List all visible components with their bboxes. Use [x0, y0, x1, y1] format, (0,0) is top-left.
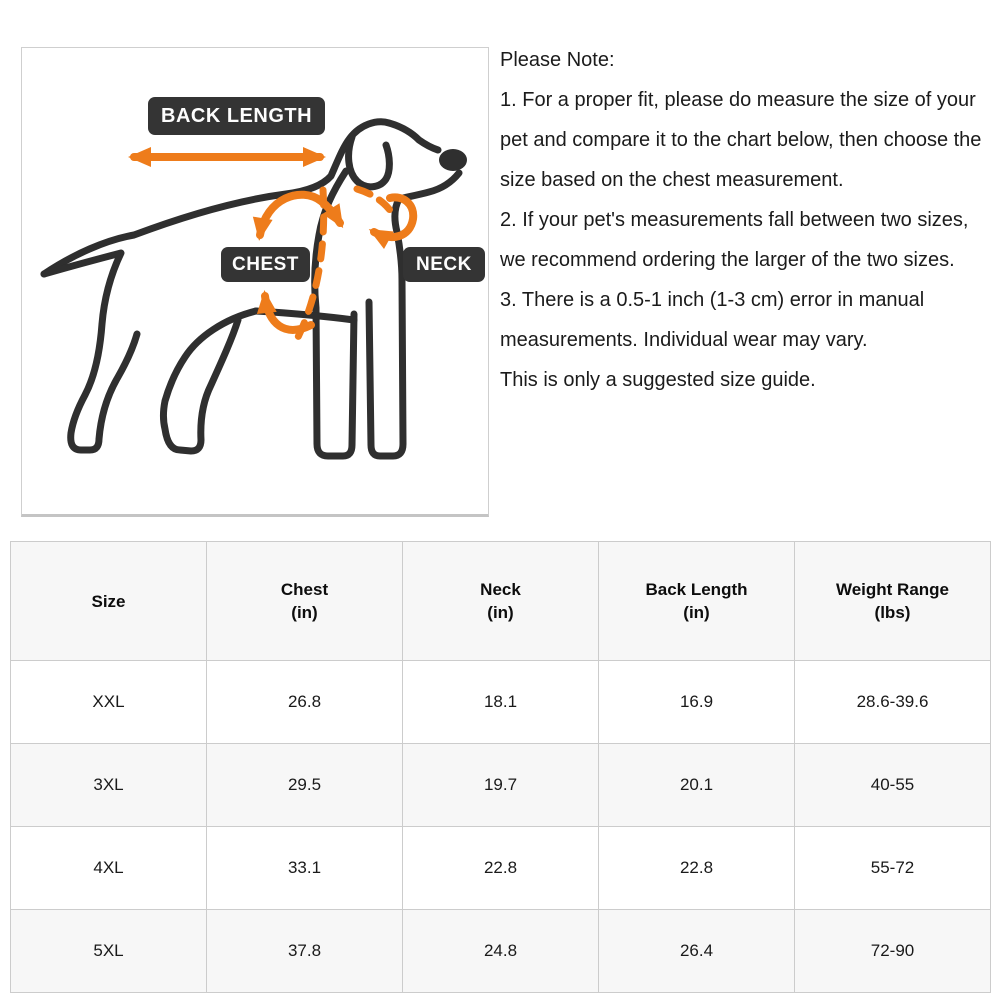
note-line: we recommend ordering the larger of the …: [500, 249, 955, 271]
cell-neck: 19.7: [402, 743, 599, 827]
size-chart-table: Size Chest (in) Neck (in) Back Length (in) …: [10, 541, 991, 993]
cell-neck: 18.1: [402, 660, 599, 744]
neck-loop-arrow: [368, 193, 418, 249]
column-header-neck: Neck (in): [402, 541, 599, 661]
chest-bottom-arrow: [256, 290, 315, 334]
chest-badge: CHEST: [221, 247, 310, 282]
cell-size: XXL: [10, 660, 207, 744]
cell-size: 4XL: [10, 826, 207, 910]
cell-weight: 72-90: [794, 909, 991, 993]
cell-back-length: 16.9: [598, 660, 795, 744]
table-row-3xl: 3XL 29.5 19.7 20.1 40-55: [10, 743, 991, 827]
back-length-badge: BACK LENGTH: [148, 97, 326, 135]
table-row-xxl: XXL 26.8 18.1 16.9 28.6-39.6: [10, 660, 991, 744]
cell-back-length: 20.1: [598, 743, 795, 827]
cell-back-length: 22.8: [598, 826, 795, 910]
table-row-5xl: 5XL 37.8 24.8 26.4 72-90: [10, 909, 991, 993]
column-header-chest: Chest (in): [206, 541, 403, 661]
neck-badge: NECK: [403, 247, 485, 282]
cell-chest: 26.8: [206, 660, 403, 744]
neck-dashed-line: [353, 185, 398, 220]
dog-illustration: [40, 118, 467, 460]
column-header-weight-range: Weight Range (lbs): [794, 541, 991, 661]
cell-size: 5XL: [10, 909, 207, 993]
table-row-4xl: 4XL 33.1 22.8 22.8 55-72: [10, 826, 991, 910]
measurement-marks: [128, 147, 418, 349]
note-title: Please Note:: [500, 49, 615, 71]
note-line: size based on the chest measurement.: [500, 169, 844, 191]
cell-weight: 28.6-39.6: [794, 660, 991, 744]
column-header-back-length: Back Length (in): [598, 541, 795, 661]
note-text: Please Note: 1. For a proper fit, please…: [500, 40, 995, 400]
cell-neck: 24.8: [402, 909, 599, 993]
note-line: measurements. Individual wear may vary.: [500, 329, 868, 351]
cell-weight: 40-55: [794, 743, 991, 827]
cell-back-length: 26.4: [598, 909, 795, 993]
table-header-row: Size Chest (in) Neck (in) Back Length (in) …: [10, 541, 991, 661]
cell-weight: 55-72: [794, 826, 991, 910]
measurement-diagram-panel: BACK LENGTH CHEST NECK: [21, 47, 489, 517]
cell-neck: 22.8: [402, 826, 599, 910]
note-line: 3. There is a 0.5-1 inch (1-3 cm) error …: [500, 289, 925, 311]
dog-nose: [439, 149, 467, 171]
note-line: 1. For a proper fit, please do measure t…: [500, 89, 976, 111]
column-header-size: Size: [10, 541, 207, 661]
cell-chest: 37.8: [206, 909, 403, 993]
cell-chest: 33.1: [206, 826, 403, 910]
cell-chest: 29.5: [206, 743, 403, 827]
note-line: pet and compare it to the chart below, t…: [500, 129, 982, 151]
cell-size: 3XL: [10, 743, 207, 827]
note-line: This is only a suggested size guide.: [500, 369, 816, 391]
note-line: 2. If your pet's measurements fall betwe…: [500, 209, 969, 231]
dog-outline: [40, 118, 463, 460]
